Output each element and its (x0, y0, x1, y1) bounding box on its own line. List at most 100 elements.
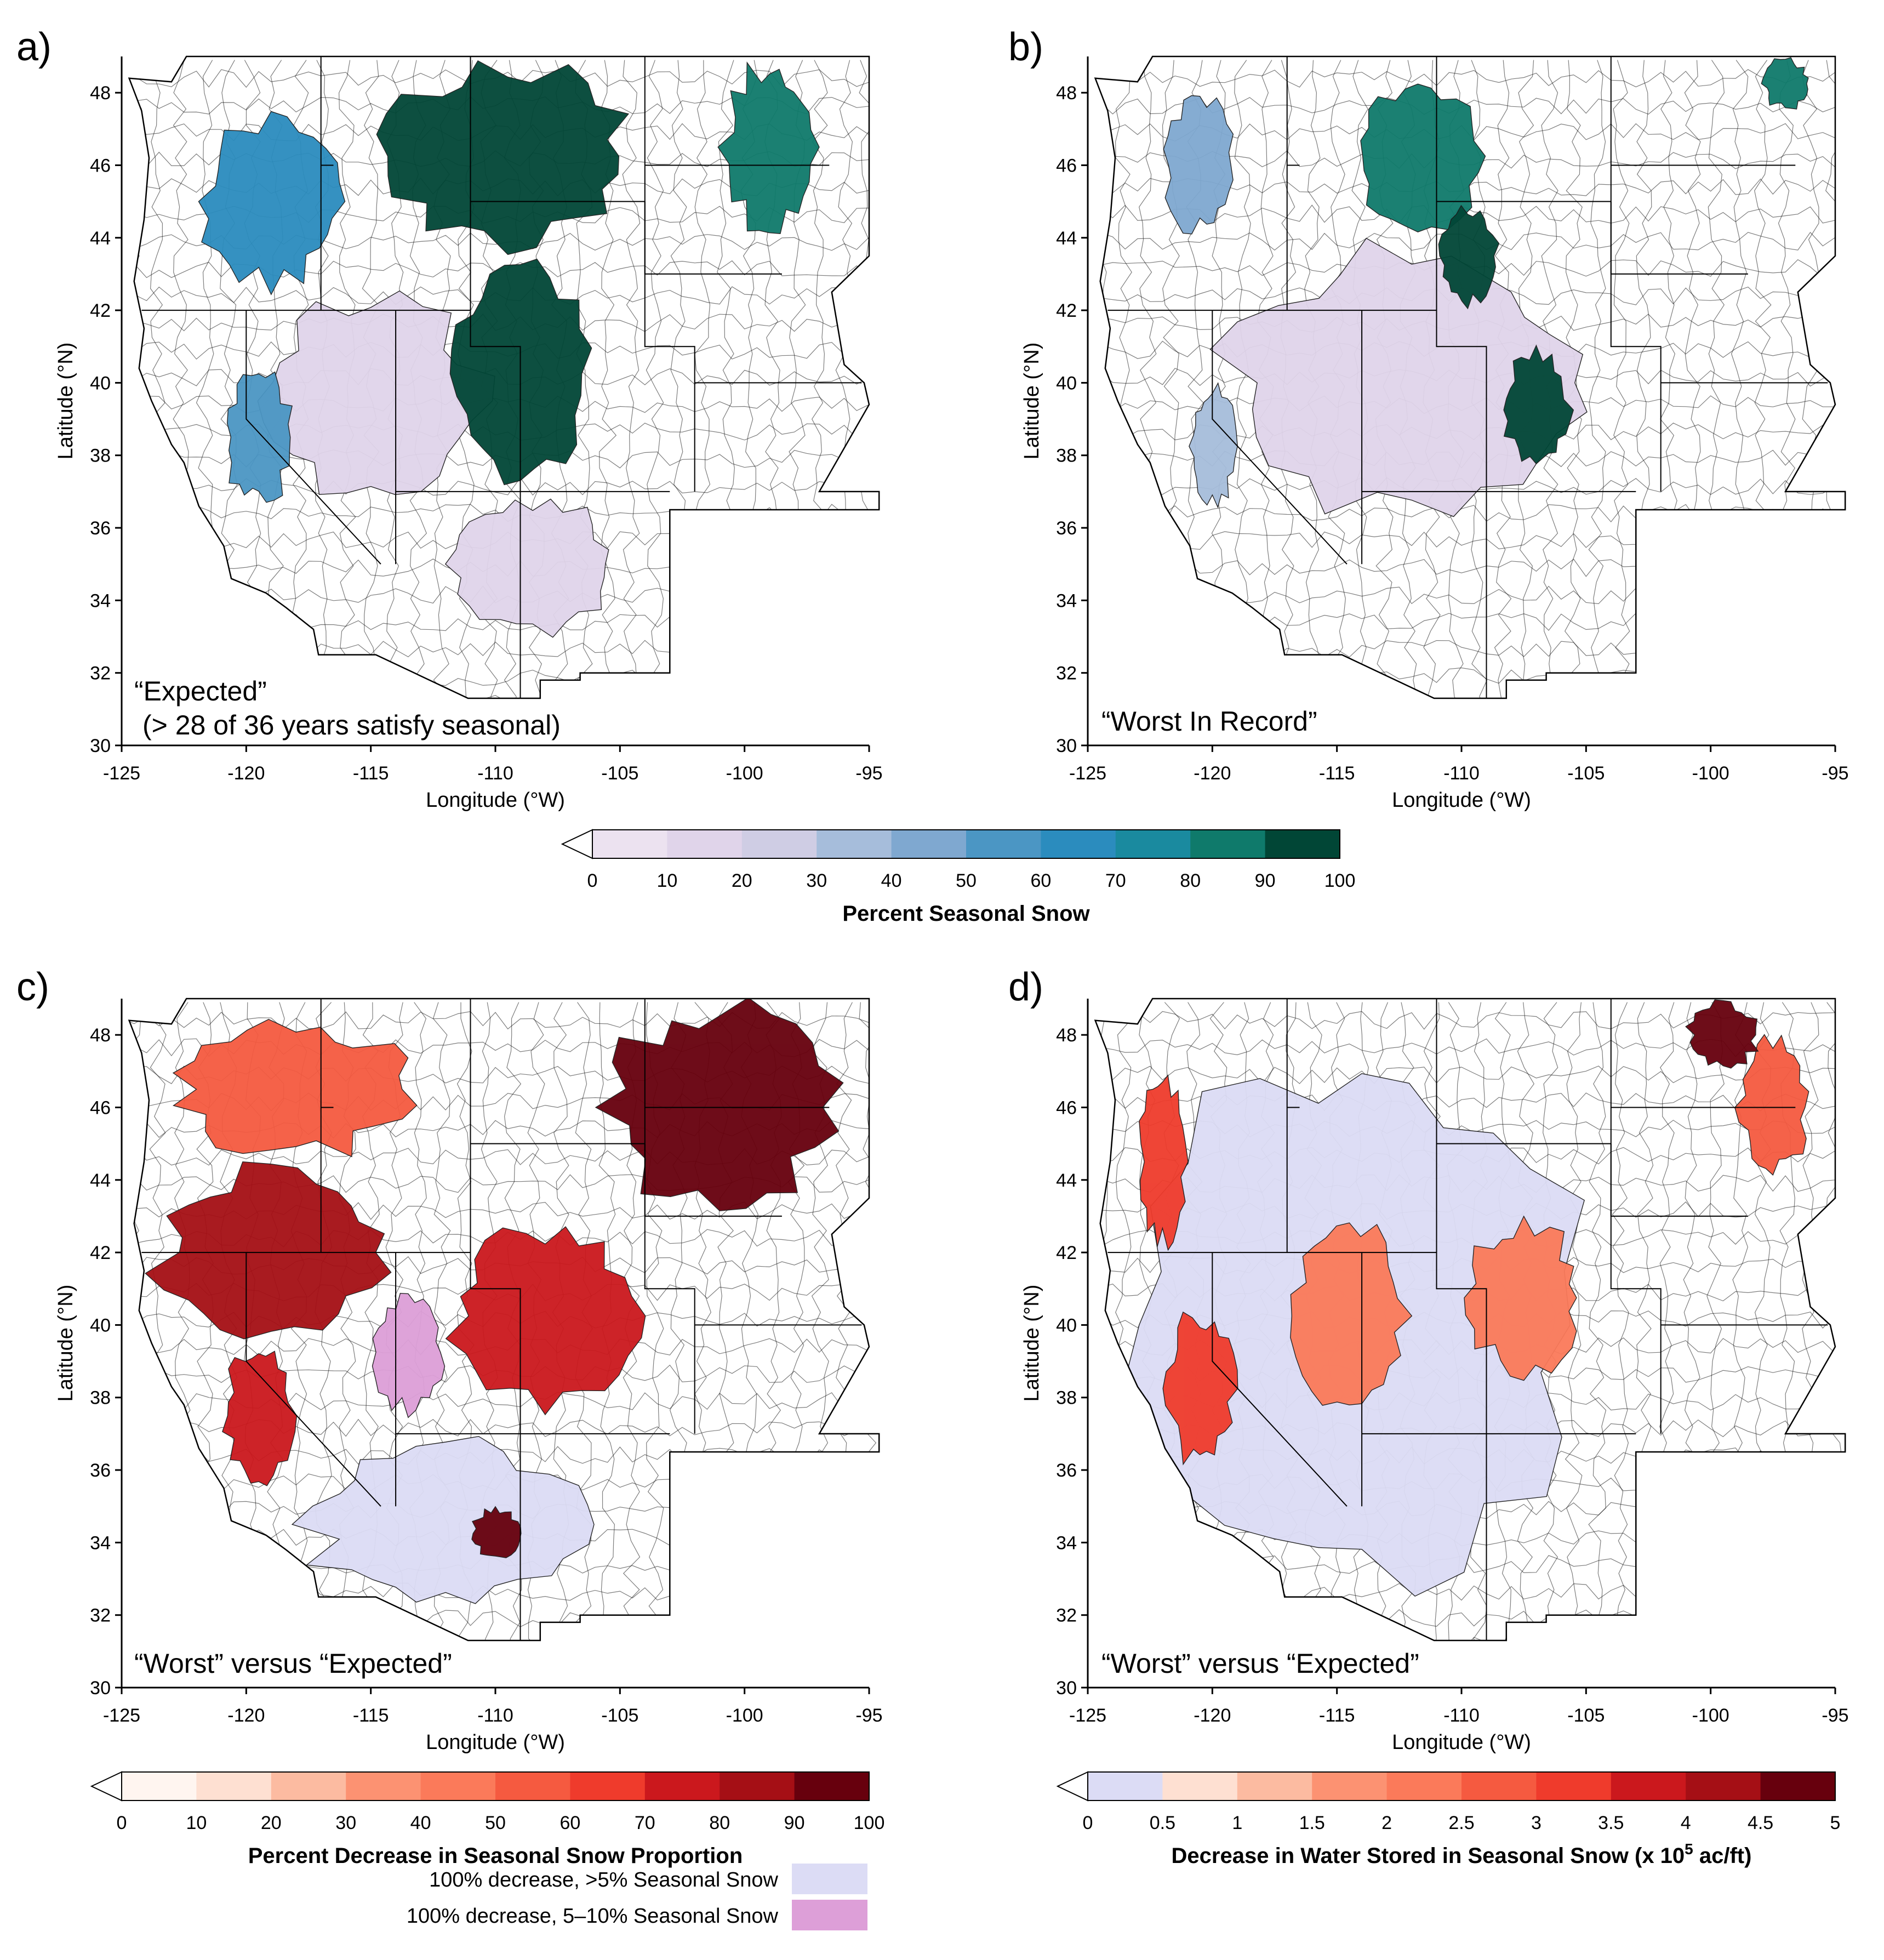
colorbar-tick-label: 80 (1180, 870, 1201, 891)
y-axis-title: Latitude (°N) (54, 1285, 77, 1402)
colorbar-frame (1087, 1771, 1836, 1801)
y-tick-label: 48 (90, 83, 111, 104)
colorbar-swatch (1760, 1772, 1836, 1801)
colorbar-title-superscript: 5 (1685, 1841, 1693, 1858)
colorbar-swatch (1386, 1772, 1462, 1801)
basin-region (1162, 1311, 1238, 1466)
y-tick-label: 32 (1056, 663, 1077, 684)
panel-label: b) (1008, 25, 1043, 69)
x-tick-label: -110 (477, 763, 513, 784)
panel-label: d) (1008, 965, 1043, 1009)
basin-boundary (1095, 69, 1836, 88)
colorbar-tick-label: 2.5 (1448, 1813, 1474, 1833)
y-tick-label: 40 (1056, 373, 1077, 394)
y-tick-label: 30 (90, 736, 111, 756)
state-boundary (470, 201, 521, 492)
y-tick-label: 30 (1056, 1678, 1077, 1699)
x-tick-label: -95 (1822, 1705, 1848, 1726)
colorbar-tick-label: 1 (1232, 1813, 1242, 1833)
colorbar-tick-label: 50 (956, 870, 977, 891)
colorbar-tick-label: 60 (560, 1813, 580, 1833)
panel-annotation: “Worst” versus “Expected” (1101, 1648, 1419, 1679)
state-boundary (1436, 201, 1487, 492)
y-tick-label: 46 (90, 155, 111, 176)
x-axis-title: Longitude (°W) (426, 789, 565, 812)
state-boundary (1212, 310, 1348, 565)
basin-boundary (1565, 1002, 1583, 1640)
colorbar-tick-label: 60 (1030, 870, 1051, 891)
colorbar-swatch (1190, 830, 1266, 858)
basin-region (372, 1292, 446, 1418)
panel-a: -125 -120 -115 -110 -105 -100 -95 30 32 34 36 38 40 4… (16, 25, 883, 812)
y-tick-label: 40 (90, 373, 111, 394)
y-tick-label: 42 (90, 300, 111, 321)
state-boundary (1436, 1143, 1487, 1434)
y-tick-label: 30 (90, 1678, 111, 1699)
x-tick-label: -100 (726, 763, 763, 784)
basin-regions (1122, 999, 1809, 1597)
x-tick-label: -100 (1692, 1705, 1729, 1726)
colorbar-tick-label: 0.5 (1150, 1813, 1175, 1833)
panel-annotation: “Expected” (134, 676, 267, 706)
basin-region (1360, 83, 1486, 232)
colorbar-tick-label: 5 (1830, 1813, 1841, 1833)
colorbar-swatch (741, 830, 817, 858)
state-boundary (246, 1252, 381, 1507)
state-boundary (644, 1143, 782, 1217)
colorbar-tick-label: 70 (635, 1813, 655, 1833)
colorbar-title: Percent Seasonal Snow (842, 902, 1090, 926)
state-lines (141, 56, 862, 698)
y-tick-label: 44 (90, 228, 111, 249)
x-tick-label: -105 (1567, 1705, 1605, 1726)
colorbar-tick-label: 0 (1083, 1813, 1093, 1833)
colorbar-swatch (891, 830, 967, 858)
basin-boundary (129, 694, 870, 698)
basin-region (198, 111, 346, 295)
basin-boundary (1588, 1002, 1607, 1640)
basin-region (1761, 57, 1809, 110)
state-lines (1107, 56, 1828, 698)
y-tick-label: 34 (1056, 590, 1077, 611)
y-tick-label: 36 (90, 1460, 111, 1481)
coastline (128, 998, 880, 1642)
colorbar-tick-label: 30 (806, 870, 827, 891)
basin-region (595, 999, 844, 1211)
panel-annotation: “Worst” versus “Expected” (134, 1648, 452, 1679)
y-tick-label: 42 (90, 1243, 111, 1263)
basin-region (1438, 204, 1500, 310)
basin-boundary (1612, 1002, 1629, 1640)
colorbar-swatch (1162, 1772, 1238, 1801)
y-tick-label: 32 (1056, 1605, 1077, 1626)
colorbar-swatch (592, 830, 667, 858)
y-tick-label: 40 (1056, 1315, 1077, 1336)
basin-boundary (1613, 60, 1630, 698)
x-tick-label: -120 (1194, 1705, 1231, 1726)
colorbar-swatch (1536, 1772, 1612, 1801)
x-tick-label: -110 (1443, 763, 1480, 784)
colorbar-tick-label: 10 (186, 1813, 207, 1833)
colorbar-swatch (1041, 830, 1116, 858)
y-tick-label: 36 (1056, 1460, 1077, 1481)
colorbar-swatch (1265, 830, 1340, 858)
panel-c: -125 -120 -115 -110 -105 -100 -95 30 32 34 36 38 40 4… (16, 965, 883, 1754)
legend-label: 100% decrease, >5% Seasonal Snow (429, 1868, 778, 1891)
colorbar-swatch (720, 1772, 795, 1801)
colorbar-tick-label: 90 (784, 1813, 805, 1833)
colorbar-title-text: Decrease in Water Stored in Seasonal Sno… (1172, 1844, 1685, 1868)
panel-label: c) (16, 965, 49, 1009)
y-tick-label: 48 (90, 1025, 111, 1046)
colorbar-tick-label: 1.5 (1299, 1813, 1325, 1833)
state-boundary (1212, 1252, 1348, 1507)
y-tick-label: 46 (90, 1097, 111, 1118)
colorbar-swatch (1686, 1772, 1761, 1801)
y-tick-label: 44 (1056, 228, 1077, 249)
x-tick-label: -115 (353, 1705, 389, 1726)
x-tick-label: -125 (1069, 1705, 1106, 1726)
y-axis-title: Latitude (°N) (1020, 1285, 1043, 1402)
colorbar-title: Decrease in Water Stored in Seasonal Sno… (1172, 1841, 1752, 1868)
x-tick-label: -105 (601, 1705, 638, 1726)
y-tick-label: 32 (90, 663, 111, 684)
y-axis-title: Latitude (°N) (1020, 343, 1043, 460)
colorbar-tick-label: 0 (117, 1813, 127, 1833)
